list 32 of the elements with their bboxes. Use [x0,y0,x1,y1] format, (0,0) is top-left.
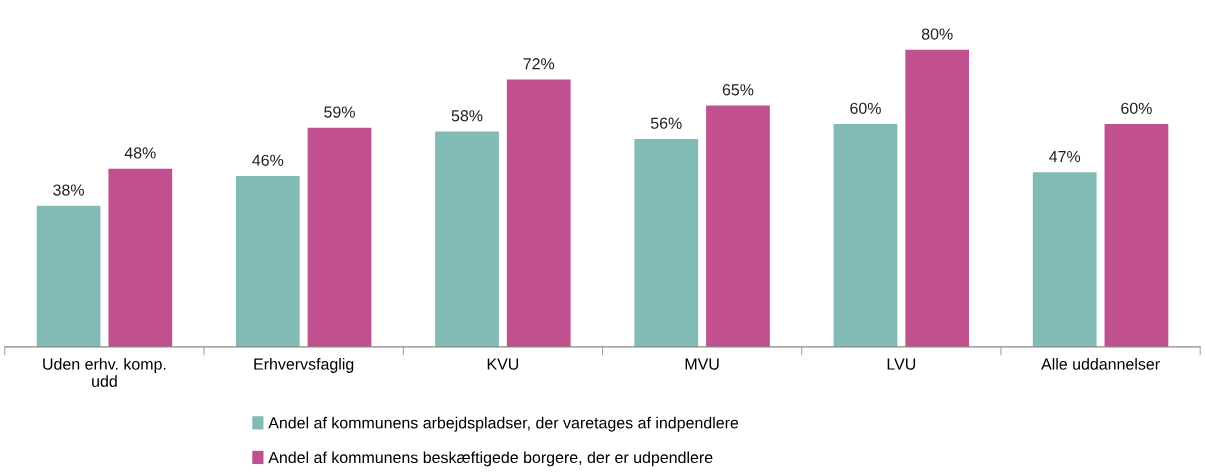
data-label: 60% [850,102,881,114]
x-tick-label: MVU [685,358,719,370]
bar [108,168,173,347]
bar [307,127,372,347]
legend-label: Andel af kommunens arbejdspladser, der varetages af indpendlere [268,416,739,432]
legend-label: Andel af kommunens beskæftigede borgere, der er udpendlere [268,451,713,467]
data-label: 65% [722,84,754,96]
bar [235,176,300,347]
bar [1032,172,1097,347]
data-label: 56% [650,117,682,129]
bar [833,124,898,347]
data-label: 38% [53,184,84,196]
data-label: 60% [1121,102,1152,114]
x-tick-label: LVU [887,358,916,370]
x-tick-label: Uden erhv. komp. udd [43,358,166,387]
bar [706,105,770,347]
data-label: 47% [1049,151,1081,163]
x-tick-label: Alle uddannelser [1041,358,1160,370]
data-label: 48% [124,147,156,159]
data-label: 58% [451,110,483,122]
bar [905,49,970,347]
data-label: 59% [324,106,355,118]
bar [36,205,101,347]
data-label: 72% [523,58,555,70]
bar [506,79,571,347]
x-tick-label: Erhvervsfaglig [254,358,354,373]
x-tick-label: KVU [487,358,519,370]
data-label: 46% [252,154,284,166]
bar [634,138,699,347]
bar [435,131,499,347]
bar [1104,124,1169,347]
data-label: 80% [921,28,953,40]
